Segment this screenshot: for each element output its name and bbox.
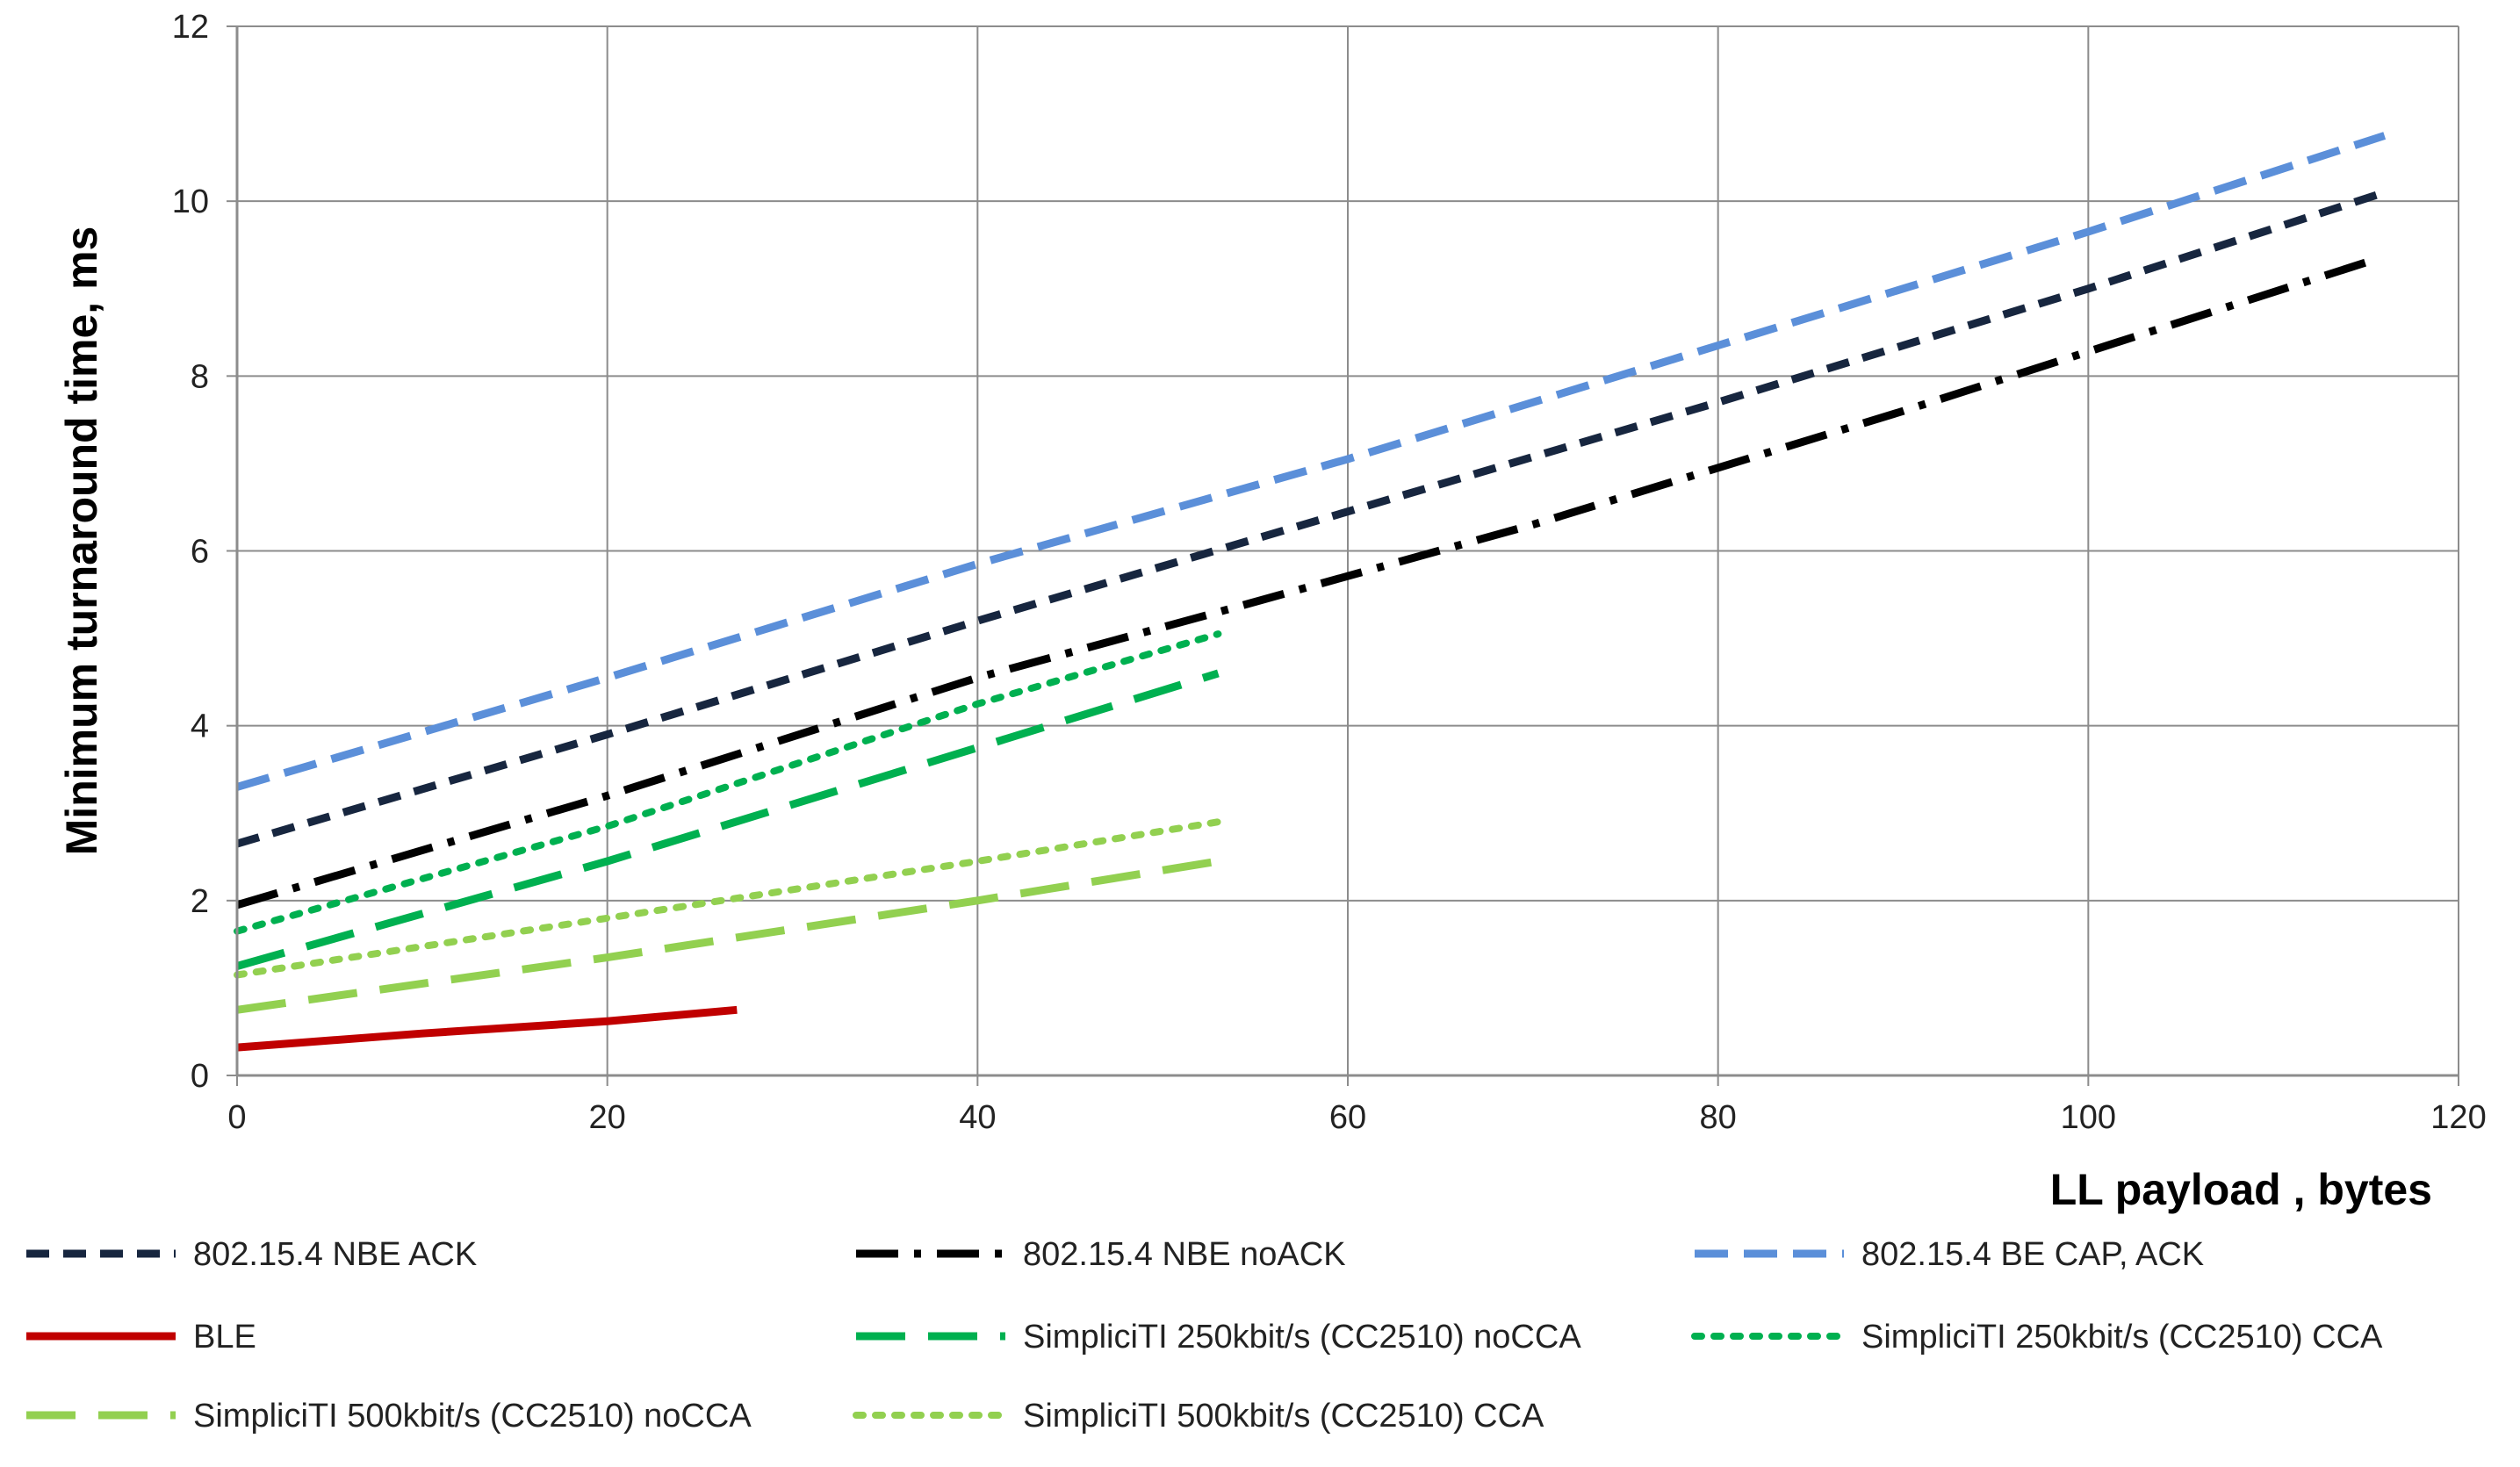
series-line-simpliciti-500kbit-s-cc2510-nocca [236,857,1220,1014]
x-tick-label: 80 [1700,1099,1737,1136]
series-line-ble [236,1005,738,1052]
legend: 802.15.4 NBE ACK 802.15.4 NBE noACK 802.15… [26,1236,2383,1435]
grid [237,25,2459,1075]
x-tick-label: 120 [2430,1099,2486,1136]
y-tick-label: 10 [172,183,209,220]
legend-label: 802.15.4 NBE noACK [1023,1236,1346,1273]
y-tick-label: 2 [191,883,209,920]
series-line-802-15-4-nbe-noack [235,258,2367,910]
series-line-simpliciti-250kbit-s-cc2510-nocca [235,669,1220,970]
legend-item-simpliciti-250kbit-s-cc2510-nocca: SimpliciTI 250kbit/s (CC2510) noCCA [856,1319,1581,1356]
tick-labels: 0 20 40 60 80 100 120 0 2 4 6 8 10 12 [172,9,2487,1136]
legend-item-simpliciti-500kbit-s-cc2510-nocca: SimpliciTI 500kbit/s (CC2510) noCCA [26,1398,752,1435]
x-tick-label: 0 [227,1099,246,1136]
legend-label: SimpliciTI 500kbit/s (CC2510) noCCA [193,1398,752,1435]
legend-label: 802.15.4 BE CAP, ACK [1861,1236,2204,1273]
x-tick-label: 100 [2061,1099,2116,1136]
legend-label: BLE [193,1319,256,1356]
x-tick-label: 20 [589,1099,626,1136]
y-axis-title: Minimum turnaround time, ms [57,227,106,856]
series-lines [234,132,2387,1052]
series-line-802-15-4-nbe-ack [235,188,2387,848]
legend-item-simpliciti-500kbit-s-cc2510-cca: SimpliciTI 500kbit/s (CC2510) CCA [853,1398,1544,1435]
y-tick-label: 6 [191,534,209,571]
legend-item-802-15-4-nbe-ack: 802.15.4 NBE ACK [26,1236,477,1273]
x-axis-title: LL payload , bytes [2050,1165,2432,1214]
legend-item-ble: BLE [26,1319,256,1356]
x-tick-label: 40 [959,1099,996,1136]
y-tick-label: 12 [172,9,209,46]
legend-label: SimpliciTI 250kbit/s (CC2510) noCCA [1023,1319,1581,1356]
y-tick-label: 0 [191,1058,209,1095]
legend-label: 802.15.4 NBE ACK [193,1236,477,1273]
axes [227,25,2459,1086]
y-tick-label: 8 [191,358,209,395]
series-line-802-15-4-be-cap-ack [235,132,2387,791]
legend-item-802-15-4-nbe-noack: 802.15.4 NBE noACK [856,1236,1346,1273]
series-line-simpliciti-500kbit-s-cc2510-cca [234,818,1222,979]
legend-label: SimpliciTI 500kbit/s (CC2510) CCA [1023,1398,1544,1435]
legend-item-simpliciti-250kbit-s-cc2510-cca: SimpliciTI 250kbit/s (CC2510) CCA [1691,1319,2383,1356]
legend-label: SimpliciTI 250kbit/s (CC2510) CCA [1861,1319,2383,1356]
x-tick-label: 60 [1329,1099,1366,1136]
y-tick-label: 4 [191,708,209,745]
series-line-simpliciti-250kbit-s-cc2510-cca [234,630,1222,935]
legend-item-802-15-4-be-cap-ack: 802.15.4 BE CAP, ACK [1695,1236,2204,1273]
